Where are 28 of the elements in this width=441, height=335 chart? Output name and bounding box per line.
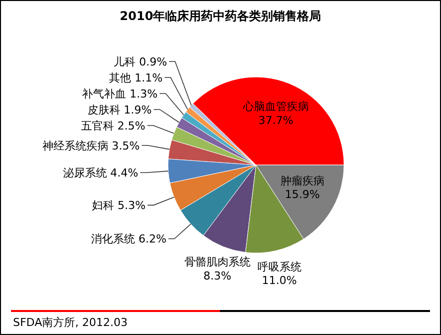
slice-label: 补气补血 xyxy=(82,87,126,100)
chart-title: 2010年临床用药中药各类别销售格局 xyxy=(120,9,322,23)
slice-label: 其他 xyxy=(109,71,132,84)
data-label: 1.1% xyxy=(134,71,163,84)
slice-label: 皮肤科 xyxy=(87,103,120,116)
slice-label: 儿科 xyxy=(114,55,136,68)
slice-label: 呼吸系统 xyxy=(257,260,302,274)
slice-label: 五官科 xyxy=(80,119,114,132)
slice-label: 妇科 xyxy=(92,199,114,212)
data-label: 0.9% xyxy=(139,55,168,68)
data-label: 4.4% xyxy=(110,166,138,180)
data-label: 2.5% xyxy=(117,119,146,132)
data-label: 5.3% xyxy=(118,199,146,212)
slice-label: 肿瘤疾病 xyxy=(280,174,324,188)
slice-label: 骨骼肌肉系统 xyxy=(184,256,250,269)
slice-label: 神经系统疾病 xyxy=(42,139,108,152)
data-label: 6.2% xyxy=(138,232,166,246)
data-label: 8.3% xyxy=(203,269,232,282)
data-label: 1.3% xyxy=(130,87,158,100)
data-label: 11.0% xyxy=(262,274,297,288)
slice-label: 消化系统 xyxy=(90,232,135,246)
slice-label: 泌尿系统 xyxy=(62,166,107,180)
data-label: 15.9% xyxy=(284,188,320,202)
slice-label: 心脑血管疾病 xyxy=(242,100,309,114)
data-label: 1.9% xyxy=(124,103,152,116)
data-label: 3.5% xyxy=(112,139,140,152)
data-label: 37.7% xyxy=(258,114,294,127)
text: SFDA南方所, 2012.03 xyxy=(13,316,128,329)
